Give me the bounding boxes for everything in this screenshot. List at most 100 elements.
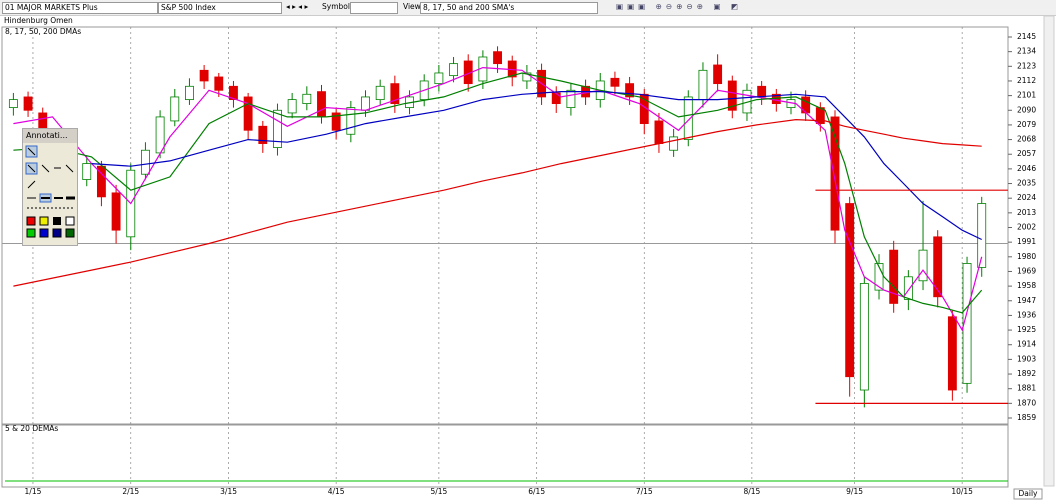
x-tick-label: 2/15	[122, 487, 139, 496]
y-tick-label: 2090	[1017, 105, 1036, 114]
lower-panel-border	[1, 424, 1009, 488]
candle-body	[199, 69, 209, 82]
y-tick-label: 1936	[1017, 310, 1036, 319]
candle-body	[82, 163, 92, 180]
candle-body	[375, 85, 385, 101]
candle-body	[111, 192, 121, 231]
x-tick-label: 7/15	[636, 487, 653, 496]
y-tick-label: 1947	[1017, 296, 1036, 305]
x-tick-label: 1/15	[25, 487, 42, 496]
candle-body	[170, 96, 180, 122]
y-tick-label: 1859	[1017, 413, 1036, 422]
candle-body	[493, 51, 502, 65]
candle-body	[214, 76, 224, 91]
y-tick-label: 2145	[1017, 32, 1036, 41]
candle-body	[757, 85, 767, 98]
panel-label: 8, 17, 50, 200 DMAs	[5, 27, 81, 36]
palette-tools[interactable]	[23, 143, 77, 243]
sma-line	[13, 72, 983, 314]
candle-body	[287, 99, 297, 114]
candle-body	[918, 249, 928, 282]
y-tick-label: 2101	[1017, 91, 1036, 100]
candle-body	[317, 91, 326, 118]
y-tick-label: 1914	[1017, 340, 1036, 349]
candle-body	[698, 69, 708, 101]
list-select[interactable]: 01 MAJOR MARKETS Plus	[2, 2, 158, 14]
symbol-input[interactable]	[350, 2, 398, 14]
x-tick-label: 6/15	[528, 487, 545, 496]
y-tick-label: 1969	[1017, 266, 1036, 275]
candle-body	[346, 107, 356, 135]
symbol-label: Symbol:	[322, 2, 353, 11]
candle-body	[243, 96, 253, 131]
y-tick-label: 2035	[1017, 179, 1036, 188]
candle-body	[361, 96, 370, 111]
candle-body	[449, 63, 458, 77]
y-tick-label: 1892	[1017, 369, 1036, 378]
x-tick-label: 8/15	[743, 487, 760, 496]
x-tick-label: 9/15	[846, 487, 863, 496]
y-tick-label: 2013	[1017, 208, 1036, 217]
y-tick-label: 1903	[1017, 354, 1036, 363]
x-tick-label: 3/15	[220, 487, 237, 496]
candle-body	[185, 85, 194, 101]
x-tick-label: 4/15	[328, 487, 345, 496]
y-tick-label: 1958	[1017, 281, 1036, 290]
scrollbar[interactable]	[1043, 15, 1055, 487]
y-tick-label: 1870	[1017, 398, 1036, 407]
candle-body	[727, 80, 737, 111]
toolbar: 01 MAJOR MARKETS Plus S&P 500 Index ◂ ▸ …	[0, 0, 1056, 16]
candle-body	[962, 263, 972, 384]
candle-body	[874, 263, 884, 291]
y-tick-label: 2057	[1017, 149, 1036, 158]
y-tick-label: 1925	[1017, 325, 1036, 334]
candle-body	[639, 93, 649, 124]
sma-line	[91, 91, 982, 241]
candle-body	[96, 165, 106, 198]
y-tick-label: 2123	[1017, 61, 1036, 70]
candle-body	[654, 120, 664, 144]
candle-body	[302, 93, 312, 105]
candle-body	[713, 64, 723, 85]
candle-body	[331, 112, 341, 131]
candle-body	[566, 89, 576, 109]
candle-body	[141, 149, 150, 175]
candle-body	[625, 83, 635, 98]
y-tick-label: 1980	[1017, 252, 1036, 261]
candle-body	[434, 72, 444, 85]
annotation-palette: Annotati...	[22, 128, 78, 246]
candle-body	[845, 203, 855, 378]
candle-body	[229, 85, 238, 101]
candle-body	[669, 136, 679, 151]
candle-body	[610, 77, 620, 87]
tool-icons[interactable]: ▣▣▣ ⊕⊖⊕⊖⊕ ▣ ◩	[616, 2, 743, 11]
candle-body	[551, 92, 561, 105]
period[interactable]: Daily	[1019, 489, 1039, 498]
panel-border	[1, 26, 1009, 425]
candle-body	[830, 116, 840, 231]
view-select[interactable]: 8, 17, 50 and 200 SMA's	[420, 2, 598, 14]
y-tick-label: 2024	[1017, 193, 1036, 202]
candle-body	[933, 236, 943, 298]
x-tick-label: 10/15	[951, 487, 973, 496]
candle-body	[390, 83, 400, 105]
y-tick-label: 2079	[1017, 120, 1036, 129]
candle-body	[273, 109, 282, 148]
y-tick-label: 1991	[1017, 237, 1036, 246]
y-tick-label: 2046	[1017, 164, 1036, 173]
sma-line	[13, 66, 983, 332]
palette-title: Annotati...	[23, 129, 77, 143]
period-box[interactable]	[1013, 488, 1043, 500]
index-select[interactable]: S&P 500 Index	[158, 2, 282, 14]
candle-body	[683, 96, 693, 140]
candle-body	[859, 283, 869, 391]
candle-body	[903, 276, 913, 300]
lower-panel-label: 5 & 20 DEMAs	[5, 424, 58, 433]
nav-buttons[interactable]: ◂ ▸ ◂ ▸	[286, 2, 309, 11]
tab[interactable]: Hindenburg Omen	[4, 16, 73, 25]
y-tick-label: 2134	[1017, 47, 1036, 56]
candle-body	[258, 125, 268, 144]
candle-body	[947, 316, 957, 391]
